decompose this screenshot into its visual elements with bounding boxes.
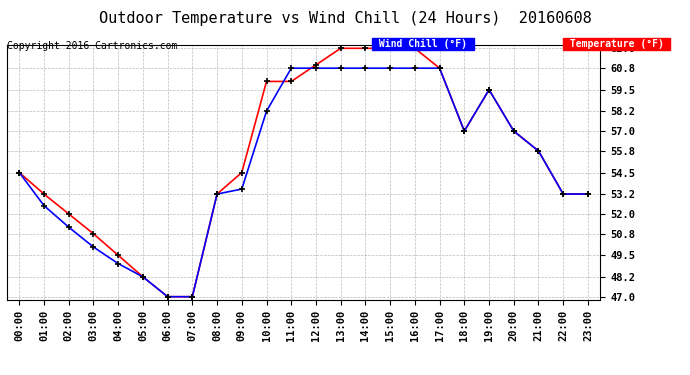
Text: Wind Chill (°F): Wind Chill (°F) (373, 39, 473, 50)
Text: Outdoor Temperature vs Wind Chill (24 Hours)  20160608: Outdoor Temperature vs Wind Chill (24 Ho… (99, 11, 591, 26)
Text: Copyright 2016 Cartronics.com: Copyright 2016 Cartronics.com (7, 41, 177, 51)
Text: Temperature (°F): Temperature (°F) (564, 39, 669, 50)
